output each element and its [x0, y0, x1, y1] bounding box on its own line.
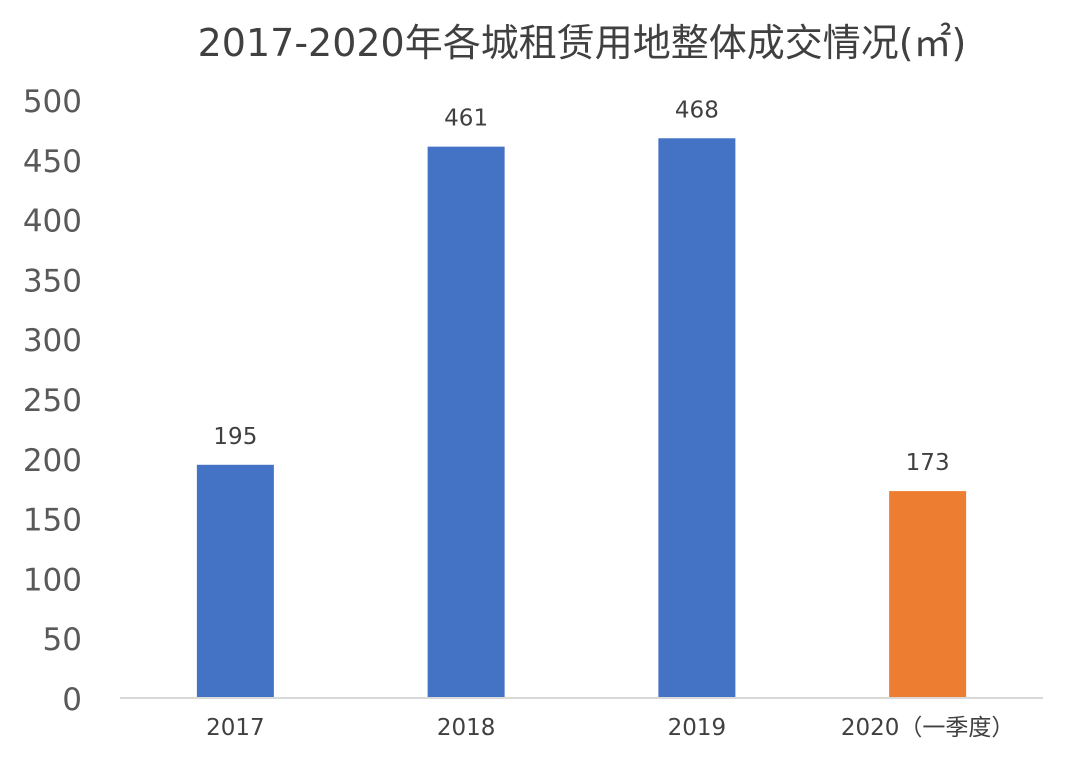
y-tick-label: 450	[23, 144, 82, 180]
y-tick-label: 500	[23, 84, 82, 120]
data-label: 195	[213, 424, 257, 450]
bar-2020	[889, 491, 967, 698]
x-tick-label: 2020（一季度）	[841, 715, 1015, 741]
bar-2017	[196, 464, 274, 698]
y-tick-label: 150	[23, 503, 82, 539]
data-label: 468	[675, 97, 719, 123]
x-tick-label: 2017	[206, 715, 265, 741]
data-label: 461	[444, 106, 488, 132]
bar-2018	[427, 146, 505, 699]
x-tick-label: 2018	[437, 715, 496, 741]
y-tick-label: 250	[23, 383, 82, 419]
chart-title: 2017-2020年各城租赁用地整体成交情况(㎡)	[198, 21, 967, 65]
data-label: 173	[906, 450, 950, 476]
y-tick-label: 200	[23, 443, 82, 479]
data-labels: 195 461 468 173	[213, 97, 949, 476]
x-axis: 2017 2018 2019 2020（一季度）	[120, 697, 1043, 741]
y-axis: 0 50 100 150 200 250 300 350 400 450 500	[23, 84, 82, 718]
bars	[196, 138, 967, 699]
y-tick-label: 350	[23, 263, 82, 299]
x-tick-label: 2019	[668, 715, 727, 741]
y-tick-label: 100	[23, 562, 82, 598]
y-tick-label: 400	[23, 204, 82, 240]
y-tick-label: 300	[23, 323, 82, 359]
bar-2019	[658, 138, 736, 699]
y-tick-label: 0	[62, 682, 82, 718]
y-tick-label: 50	[43, 622, 82, 658]
